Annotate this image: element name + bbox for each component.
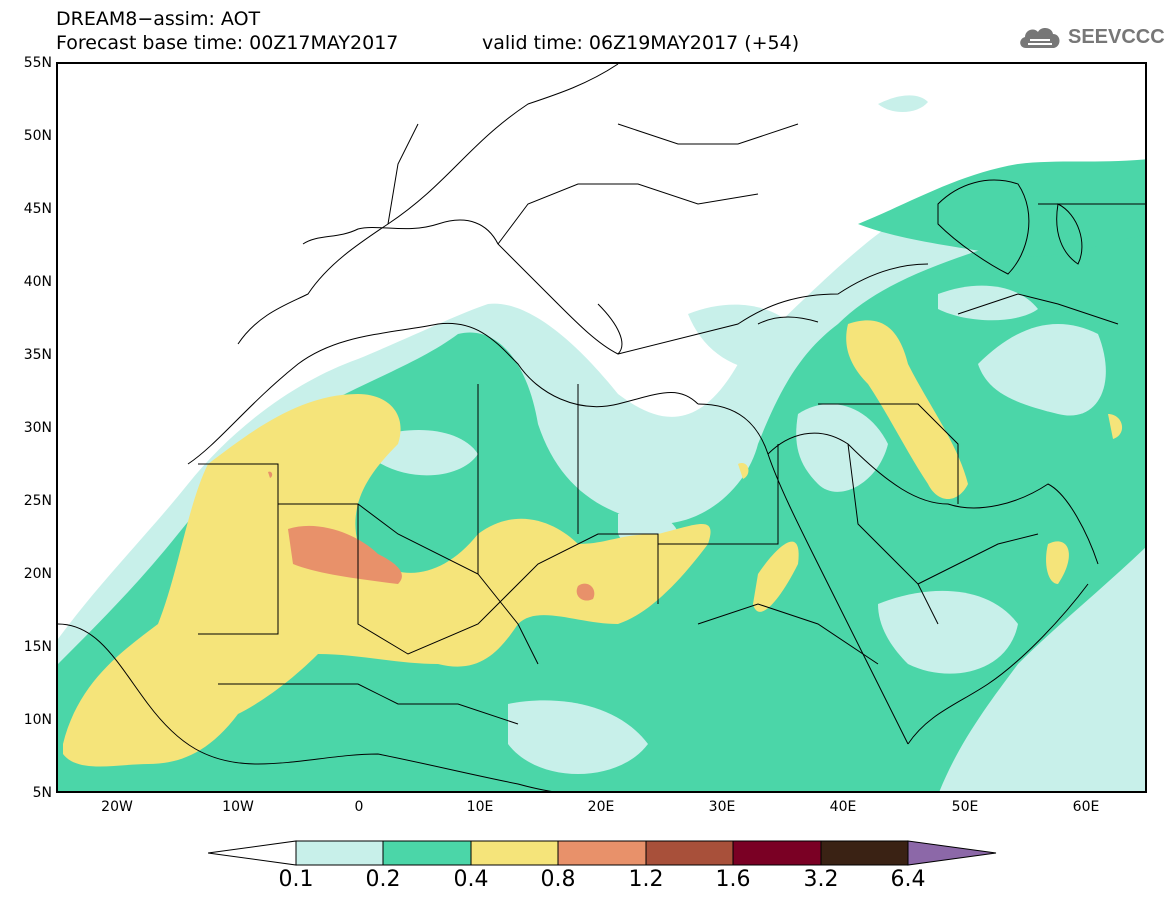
- colorbar-label-1.2: 1.2: [628, 867, 664, 892]
- lon-label-0: 0: [354, 799, 364, 815]
- colorbar-label-0.2: 0.2: [365, 867, 401, 892]
- lat-label-25n: 25N: [23, 493, 52, 509]
- lat-label-15n: 15N: [23, 639, 52, 655]
- colorbar-box-1.2: [645, 840, 734, 866]
- colorbar-box-3.2: [820, 840, 909, 866]
- colorbar-box-0.4: [470, 840, 559, 866]
- lat-label-40n: 40N: [23, 274, 52, 290]
- colorbar: [208, 840, 997, 866]
- lon-label-50e: 50E: [951, 799, 979, 815]
- aot-band-0.1-inner: [358, 285, 1106, 774]
- lat-label-5n: 5N: [32, 785, 52, 801]
- colorbar-low-arrow: [208, 840, 297, 866]
- colorbar-label-0.4: 0.4: [453, 867, 489, 892]
- colorbar-box-0.1: [295, 840, 384, 866]
- cloud-icon: [1020, 28, 1060, 48]
- colorbar-label-3.2: 3.2: [803, 867, 839, 892]
- coastlines: [58, 64, 1099, 791]
- lat-label-55n: 55N: [23, 55, 52, 71]
- lat-label-20n: 20N: [23, 566, 52, 582]
- colorbar-label-0.1: 0.1: [278, 867, 314, 892]
- lon-label-40e: 40E: [829, 799, 857, 815]
- lon-label-60e: 60E: [1072, 799, 1100, 815]
- colorbar-label-0.8: 0.8: [540, 867, 576, 892]
- lon-label-10w: 10W: [222, 799, 254, 815]
- lat-label-30n: 30N: [23, 420, 52, 436]
- aot-band-0.8: [268, 471, 595, 601]
- colorbar-label-1.6: 1.6: [715, 867, 751, 892]
- seevccc-logo: SEEVCCC: [1016, 22, 1165, 52]
- lon-label-10e: 10E: [466, 799, 494, 815]
- lon-label-20w: 20W: [101, 799, 133, 815]
- forecast-base-time: Forecast base time: 00Z17MAY2017: [56, 32, 399, 54]
- map-title: DREAM8−assim: AOT: [56, 8, 261, 30]
- colorbar-high-arrow: [907, 840, 997, 866]
- lon-label-20e: 20E: [587, 799, 615, 815]
- country-borders: [198, 123, 1145, 725]
- logo-text: SEEVCCC: [1068, 25, 1165, 48]
- lat-label-10n: 10N: [23, 712, 52, 728]
- colorbar-label-6.4: 6.4: [890, 867, 926, 892]
- lat-label-50n: 50N: [23, 128, 52, 144]
- colorbar-box-0.2: [382, 840, 472, 866]
- lon-label-30e: 30E: [708, 799, 736, 815]
- valid-time: valid time: 06Z19MAY2017 (+54): [482, 32, 800, 54]
- colorbar-box-0.8: [557, 840, 647, 866]
- aot-map: [56, 62, 1147, 793]
- lat-label-45n: 45N: [23, 201, 52, 217]
- colorbar-box-1.6: [732, 840, 822, 866]
- lat-label-35n: 35N: [23, 347, 52, 363]
